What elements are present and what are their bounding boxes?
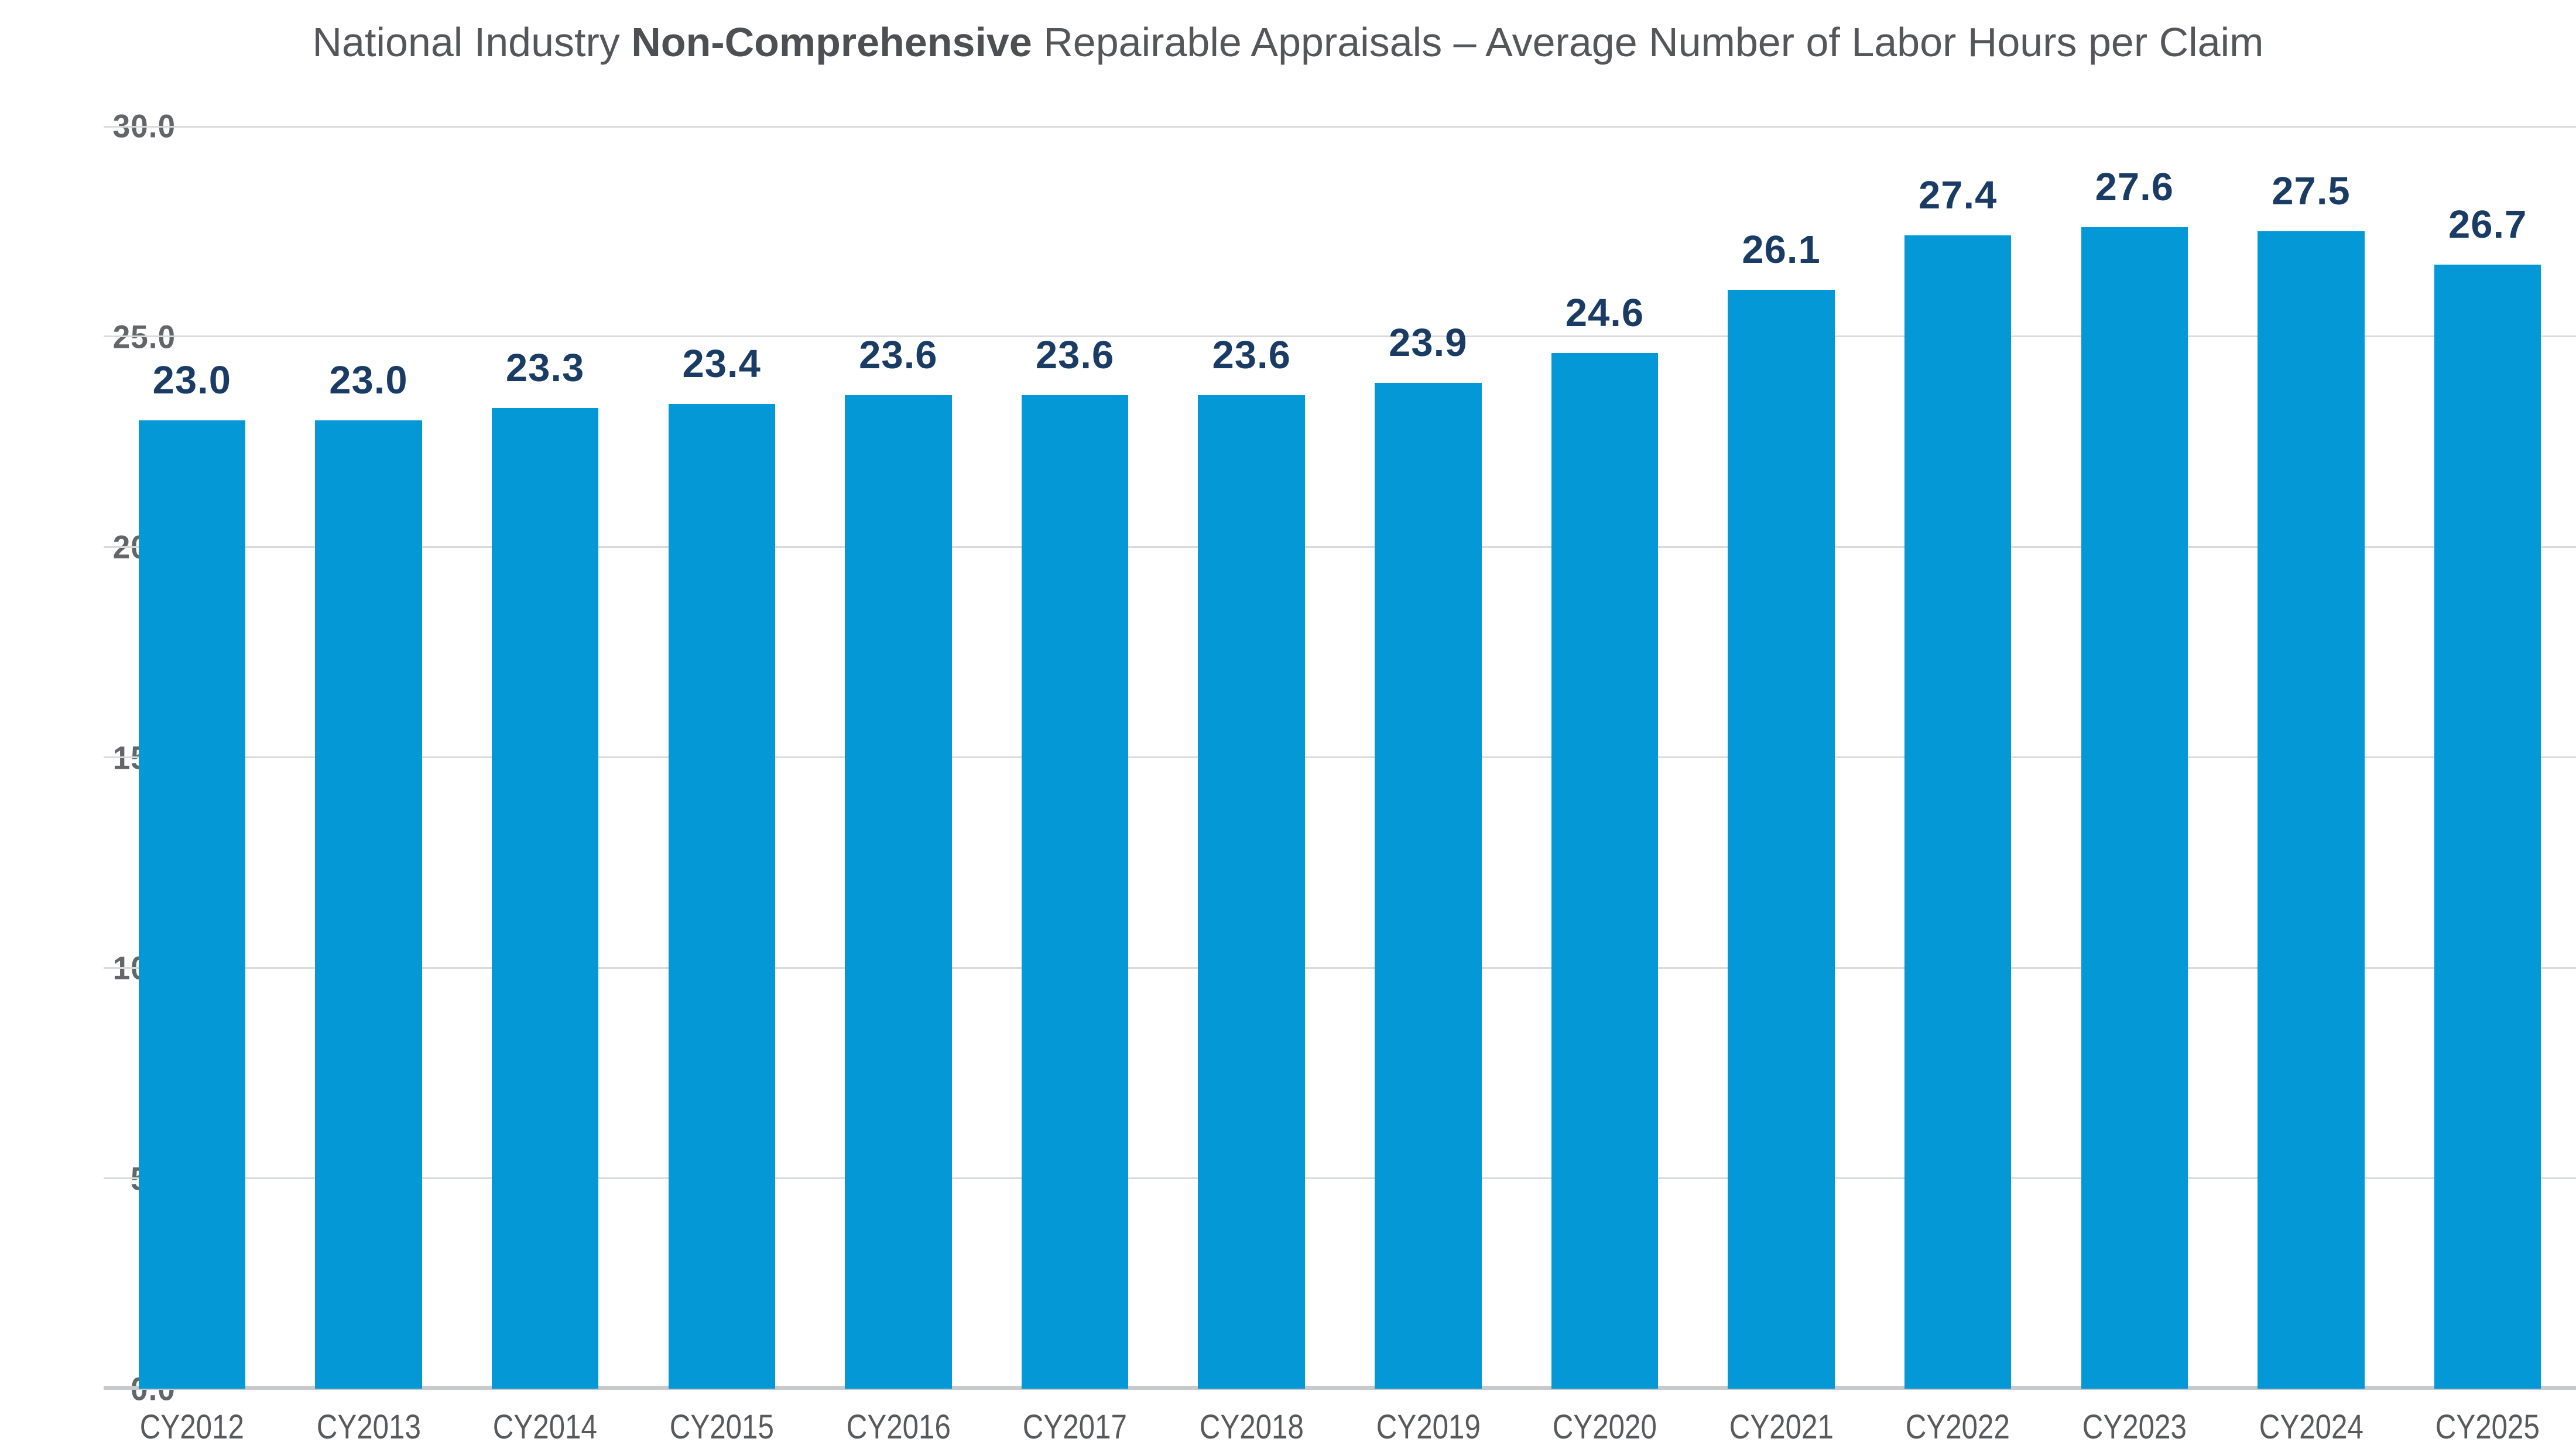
gridline-y15	[104, 756, 2576, 758]
y-axis: 0.05.010.015.020.025.030.0	[0, 108, 175, 1407]
chart-title-prefix: National Industry	[312, 19, 632, 65]
x-axis-label-CY2012: CY2012	[139, 1408, 244, 1446]
gridline-y5	[104, 1177, 2576, 1179]
bar-column-CY2014: 23.3	[457, 126, 633, 1389]
bar-value-label: 23.9	[1389, 320, 1468, 365]
bar-value-label: 23.4	[682, 341, 761, 386]
bar-column-CY2021: 26.1	[1693, 126, 1870, 1389]
x-axis-label-CY2015: CY2015	[669, 1408, 774, 1446]
x-axis-baseline	[104, 1386, 2576, 1390]
gridline-y20	[104, 546, 2576, 548]
bar-CY2020	[1551, 353, 1659, 1389]
gridline-y10	[104, 967, 2576, 969]
bars-container: 23.0 23.0 23.3 23.4 23.6 23.6 23.6 23.9 24.6 26.1…	[104, 126, 2576, 1389]
bar-value-label: 26.1	[1742, 228, 1821, 272]
bar-CY2013	[315, 420, 422, 1389]
x-axis-label-CY2018: CY2018	[1199, 1408, 1304, 1446]
gridline-y25	[104, 335, 2576, 337]
bar-column-CY2022: 27.4	[1869, 126, 2046, 1389]
bar-value-label: 23.6	[1212, 333, 1291, 378]
x-axis-label-CY2014: CY2014	[493, 1408, 598, 1446]
bar-CY2025	[2434, 265, 2541, 1389]
chart-title: National Industry Non-Comprehensive Repa…	[0, 19, 2576, 66]
x-axis-label-CY2020: CY2020	[1552, 1408, 1657, 1446]
bar-value-label: 27.6	[2095, 165, 2174, 209]
x-axis-label-CY2019: CY2019	[1376, 1408, 1481, 1446]
chart-title-bold-segment: Non-Comprehensive	[631, 19, 1032, 65]
bar-column-CY2020: 24.6	[1516, 126, 1693, 1389]
x-axis: CY2012 CY2013 CY2014 CY2015 CY2016 CY2017 CY20…	[104, 1407, 2576, 1447]
bar-CY2023	[2081, 227, 2188, 1389]
bar-CY2017	[1021, 395, 1129, 1389]
bar-CY2012	[138, 420, 246, 1389]
plot-area: 23.0 23.0 23.3 23.4 23.6 23.6 23.6 23.9 24.6 26.1…	[104, 126, 2576, 1390]
bar-column-CY2016: 23.6	[810, 126, 987, 1389]
bar-CY2015	[668, 403, 775, 1389]
bar-column-CY2015: 23.4	[633, 126, 810, 1389]
bar-CY2014	[491, 407, 599, 1389]
bar-column-CY2013: 23.0	[280, 126, 457, 1389]
x-axis-label-CY2017: CY2017	[1022, 1408, 1128, 1446]
x-axis-label-CY2023: CY2023	[2082, 1408, 2187, 1446]
bar-CY2019	[1375, 382, 1482, 1389]
x-axis-label-CY2024: CY2024	[2259, 1408, 2363, 1446]
bar-value-label: 27.5	[2272, 169, 2351, 213]
bar-column-CY2024: 27.5	[2223, 126, 2400, 1389]
bar-value-label: 23.6	[1035, 333, 1115, 378]
bar-column-CY2023: 27.6	[2046, 126, 2223, 1389]
bar-CY2021	[1728, 290, 1835, 1389]
chart-title-suffix: Repairable Appraisals – Average Number o…	[1032, 19, 2264, 65]
bar-CY2022	[1904, 235, 2012, 1389]
x-axis-label-CY2025: CY2025	[2435, 1408, 2540, 1446]
x-axis-label-CY2013: CY2013	[316, 1408, 421, 1446]
bar-value-label: 26.7	[2448, 203, 2527, 247]
bar-column-CY2012: 23.0	[104, 126, 280, 1389]
bar-value-label: 23.3	[505, 345, 585, 390]
bar-value-label: 23.0	[329, 358, 408, 403]
bar-value-label: 23.0	[152, 358, 232, 403]
bar-value-label: 27.4	[1919, 173, 1998, 217]
bar-column-CY2018: 23.6	[1163, 126, 1340, 1389]
x-axis-label-CY2016: CY2016	[846, 1408, 951, 1446]
x-axis-label-CY2022: CY2022	[1906, 1408, 2010, 1446]
x-axis-label-CY2021: CY2021	[1729, 1408, 1834, 1446]
bar-column-CY2017: 23.6	[986, 126, 1163, 1389]
bar-value-label: 24.6	[1565, 291, 1645, 335]
bar-column-CY2019: 23.9	[1340, 126, 1516, 1389]
bar-column-CY2025: 26.7	[2399, 126, 2576, 1389]
bar-CY2016	[845, 395, 952, 1389]
bar-CY2018	[1198, 395, 1305, 1389]
bar-value-label: 23.6	[859, 333, 938, 378]
gridline-y30	[104, 126, 2576, 128]
bar-CY2024	[2258, 231, 2365, 1389]
